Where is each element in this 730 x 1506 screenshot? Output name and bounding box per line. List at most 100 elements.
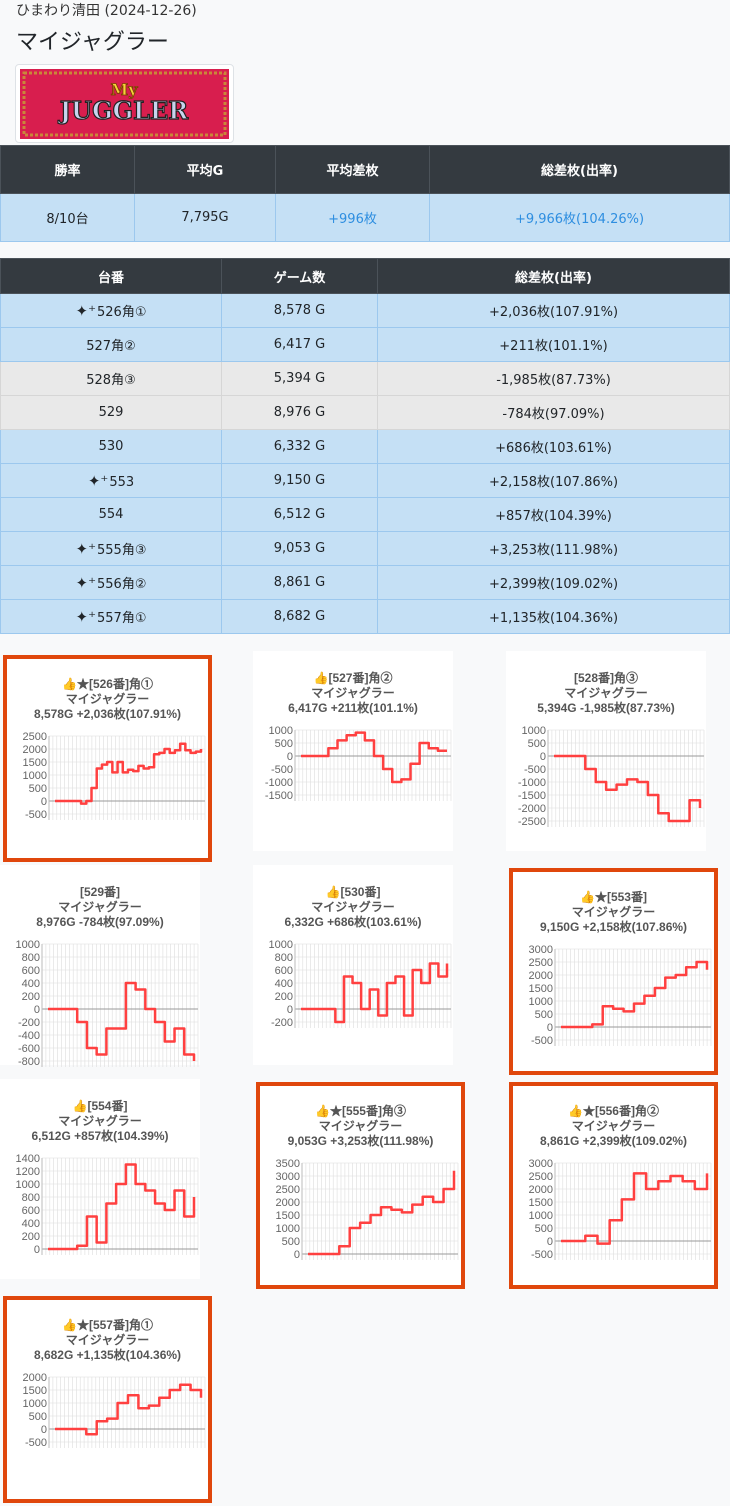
chart-card[interactable]: 👍★[555番]角③ マイジャグラー 9,053G +3,253枚(111.98%)…: [256, 1082, 465, 1289]
y-tick-label: 600: [275, 965, 293, 977]
table-row[interactable]: ✦⁺526角① 8,578 G +2,036枚(107.91%): [0, 293, 730, 328]
y-tick-label: -600: [18, 1043, 40, 1055]
chart-card[interactable]: 👍[527番]角② マイジャグラー 6,417G +211枚(101.1%) 1000…: [253, 651, 453, 851]
table-row[interactable]: 529 8,976 G -784枚(97.09%): [0, 395, 730, 430]
machine-no-cell[interactable]: ✦⁺553: [0, 463, 222, 498]
y-tick-label: 2000: [529, 970, 553, 982]
machine-no-cell[interactable]: 554: [0, 497, 222, 532]
chart-machine: マイジャグラー: [564, 686, 648, 700]
y-tick-label: 800: [275, 952, 293, 964]
machine-no-cell[interactable]: 530: [0, 429, 222, 464]
chart-card[interactable]: 👍★[526番]角① マイジャグラー 8,578G +2,036枚(107.91%)…: [3, 655, 212, 862]
machine-logo: My JUGGLER: [15, 64, 234, 143]
machine-no-cell[interactable]: 527角②: [0, 327, 222, 362]
diff: +1,135枚(104.36%): [377, 599, 730, 634]
diff: +2,158枚(107.86%): [377, 463, 730, 498]
y-tick-label: 0: [287, 751, 293, 763]
table-row[interactable]: ✦⁺553 9,150 G +2,158枚(107.86%): [0, 463, 730, 498]
sparkle-icon: ✦⁺: [75, 574, 97, 592]
machine-no-cell[interactable]: ✦⁺526角①: [0, 293, 222, 328]
sparkle-icon: ✦⁺: [87, 471, 109, 490]
machine-no-cell[interactable]: ✦⁺557角①: [0, 599, 222, 634]
y-tick-label: 1000: [529, 1210, 553, 1222]
chart-machine: マイジャグラー: [311, 900, 395, 914]
y-tick-label: 1500: [23, 1385, 47, 1397]
sparkle-icon: ✦⁺: [75, 608, 97, 626]
table-row[interactable]: 528角③ 5,394 G -1,985枚(87.73%): [0, 361, 730, 396]
avg-games: 7,795G: [134, 193, 276, 242]
y-tick-label: 0: [34, 1244, 40, 1256]
y-tick-label: 1000: [23, 770, 47, 782]
y-tick-label: 1200: [16, 1166, 40, 1178]
svg-text:My: My: [110, 80, 138, 99]
y-tick-label: 0: [34, 1004, 40, 1016]
y-tick-label: -500: [531, 1035, 553, 1047]
chart-card[interactable]: 👍★[553番] マイジャグラー 9,150G +2,158枚(107.86%) 30…: [509, 868, 718, 1075]
page-title: マイジャグラー: [16, 30, 169, 55]
y-tick-label: 1000: [269, 725, 293, 737]
y-tick-label: 1400: [16, 1153, 40, 1165]
table-row[interactable]: 527角② 6,417 G +211枚(101.1%): [0, 327, 730, 362]
diff: +211枚(101.1%): [377, 327, 730, 362]
chart-title: [528番]角③: [573, 671, 638, 685]
chart-card[interactable]: 👍★[556番]角② マイジャグラー 8,861G +2,399枚(109.02%)…: [509, 1082, 718, 1289]
col-diff: 総差枚(出率): [377, 258, 730, 294]
chart-stats: 8,976G -784枚(97.09%): [36, 915, 164, 929]
y-tick-label: 0: [294, 1249, 300, 1261]
sparkle-icon: ✦⁺: [75, 540, 97, 558]
chart-stats: 6,512G +857枚(104.39%): [31, 1129, 169, 1143]
machine-no: 557角①: [97, 611, 147, 626]
y-tick-label: 500: [528, 738, 546, 750]
series-line: [561, 1172, 709, 1245]
y-tick-label: 2500: [529, 957, 553, 969]
y-tick-label: 400: [22, 978, 40, 990]
y-tick-label: 600: [22, 965, 40, 977]
y-tick-label: 1000: [23, 1398, 47, 1410]
table-row[interactable]: 530 6,332 G +686枚(103.61%): [0, 429, 730, 464]
machine-no-cell[interactable]: ✦⁺556角②: [0, 565, 222, 600]
diff: +3,253枚(111.98%): [377, 531, 730, 566]
y-tick-label: -1000: [265, 777, 293, 789]
avg-diff: +996枚: [275, 193, 430, 242]
chart-stats: 8,578G +2,036枚(107.91%): [33, 707, 182, 721]
y-tick-label: 3000: [529, 1158, 553, 1170]
machine-no-cell[interactable]: 528角③: [0, 361, 222, 396]
y-tick-label: -1500: [265, 790, 293, 802]
y-tick-label: 1000: [529, 996, 553, 1008]
chart-card[interactable]: [529番] マイジャグラー 8,976G -784枚(97.09%) 1000 800…: [0, 865, 200, 1068]
series-line: [55, 1383, 203, 1436]
y-tick-label: 1500: [23, 757, 47, 769]
chart-card[interactable]: 👍[530番] マイジャグラー 6,332G +686枚(103.61%) 1000 8…: [253, 865, 453, 1065]
machine-no: 526角①: [97, 305, 147, 320]
machine-no-cell[interactable]: 529: [0, 395, 222, 430]
chart-machine: マイジャグラー: [318, 1119, 403, 1133]
y-tick-label: 1000: [269, 939, 293, 951]
diff: -1,985枚(87.73%): [377, 361, 730, 396]
y-tick-label: 3000: [529, 944, 553, 956]
table-row[interactable]: ✦⁺555角③ 9,053 G +3,253枚(111.98%): [0, 531, 730, 566]
y-tick-label: 800: [22, 952, 40, 964]
col-win-rate: 勝率: [0, 145, 135, 194]
series-line: [301, 731, 447, 784]
chart-machine: マイジャグラー: [571, 1119, 656, 1133]
chart-title: 👍★[553番]: [580, 890, 647, 904]
chart-machine: マイジャグラー: [65, 1333, 150, 1347]
chart-card[interactable]: 👍★[557番]角① マイジャグラー 8,682G +1,135枚(104.36%)…: [3, 1296, 212, 1503]
y-tick-label: 1000: [522, 725, 546, 737]
chart-machine: マイジャグラー: [571, 905, 656, 919]
games: 8,976 G: [221, 395, 378, 430]
y-tick-label: 3500: [276, 1158, 300, 1170]
table-row[interactable]: ✦⁺556角② 8,861 G +2,399枚(109.02%): [0, 565, 730, 600]
table-row[interactable]: ✦⁺557角① 8,682 G +1,135枚(104.36%): [0, 599, 730, 634]
col-avg-diff: 平均差枚: [275, 145, 430, 194]
chart-stats: 6,417G +211枚(101.1%): [288, 701, 418, 715]
machine-no-cell[interactable]: ✦⁺555角③: [0, 531, 222, 566]
chart-title: 👍[527番]角②: [313, 671, 393, 685]
chart-card[interactable]: 👍[554番] マイジャグラー 6,512G +857枚(104.39%) 1400 1…: [0, 1079, 200, 1279]
table-row[interactable]: 554 6,512 G +857枚(104.39%): [0, 497, 730, 532]
chart-card[interactable]: [528番]角③ マイジャグラー 5,394G -1,985枚(87.73%) 100…: [506, 651, 706, 851]
y-tick-label: 500: [535, 1009, 553, 1021]
